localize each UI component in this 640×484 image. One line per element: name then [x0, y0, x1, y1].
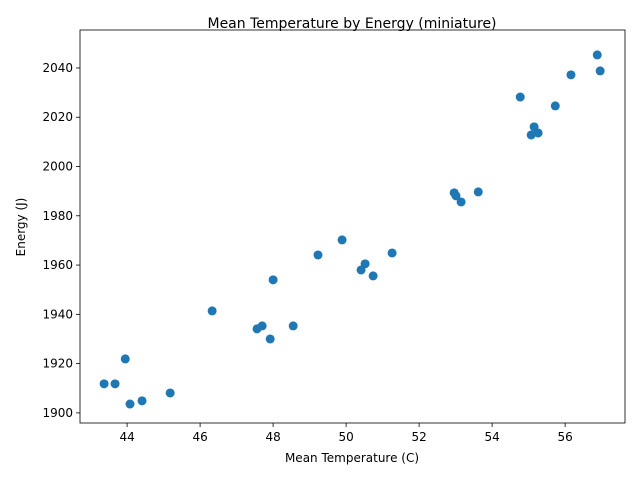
- point: [533, 128, 543, 138]
- x-tick-label: 52: [411, 430, 426, 444]
- point: [137, 396, 147, 406]
- point: [473, 187, 483, 197]
- point: [252, 324, 262, 334]
- y-tick-label: 2000: [42, 160, 73, 174]
- y-tick-label: 1920: [42, 357, 73, 371]
- x-tick-label: 44: [119, 430, 134, 444]
- point: [313, 250, 323, 260]
- point: [165, 388, 175, 398]
- y-tick-label: 2040: [42, 61, 73, 75]
- y-tick-label: 1960: [42, 258, 73, 272]
- point: [368, 271, 378, 281]
- y-tick-label: 1900: [42, 406, 73, 420]
- plot-frame: [79, 29, 626, 424]
- y-tick-label: 1980: [42, 209, 73, 223]
- point: [550, 101, 560, 111]
- point: [387, 248, 397, 258]
- y-tick-label: 2020: [42, 110, 73, 124]
- point: [120, 354, 130, 364]
- point: [451, 191, 461, 201]
- point: [265, 334, 275, 344]
- point: [125, 399, 135, 409]
- y-tick-label: 1940: [42, 307, 73, 321]
- x-tick-label: 56: [557, 430, 572, 444]
- point: [526, 130, 536, 140]
- x-tick-label: 48: [265, 430, 280, 444]
- point: [592, 50, 602, 60]
- point: [268, 275, 278, 285]
- chart-title: Mean Temperature by Energy (miniature): [207, 16, 496, 32]
- point: [566, 70, 576, 80]
- y-axis-label: Energy (J): [14, 198, 28, 257]
- x-axis-label: Mean Temperature (C): [285, 451, 419, 465]
- point: [110, 379, 120, 389]
- x-tick-label: 46: [192, 430, 207, 444]
- point: [595, 66, 605, 76]
- point: [337, 235, 347, 245]
- x-tick-label: 50: [338, 430, 353, 444]
- point: [356, 265, 366, 275]
- point: [288, 321, 298, 331]
- point: [456, 197, 466, 207]
- point: [515, 92, 525, 102]
- point: [99, 379, 109, 389]
- x-tick-label: 54: [484, 430, 499, 444]
- point: [207, 306, 217, 316]
